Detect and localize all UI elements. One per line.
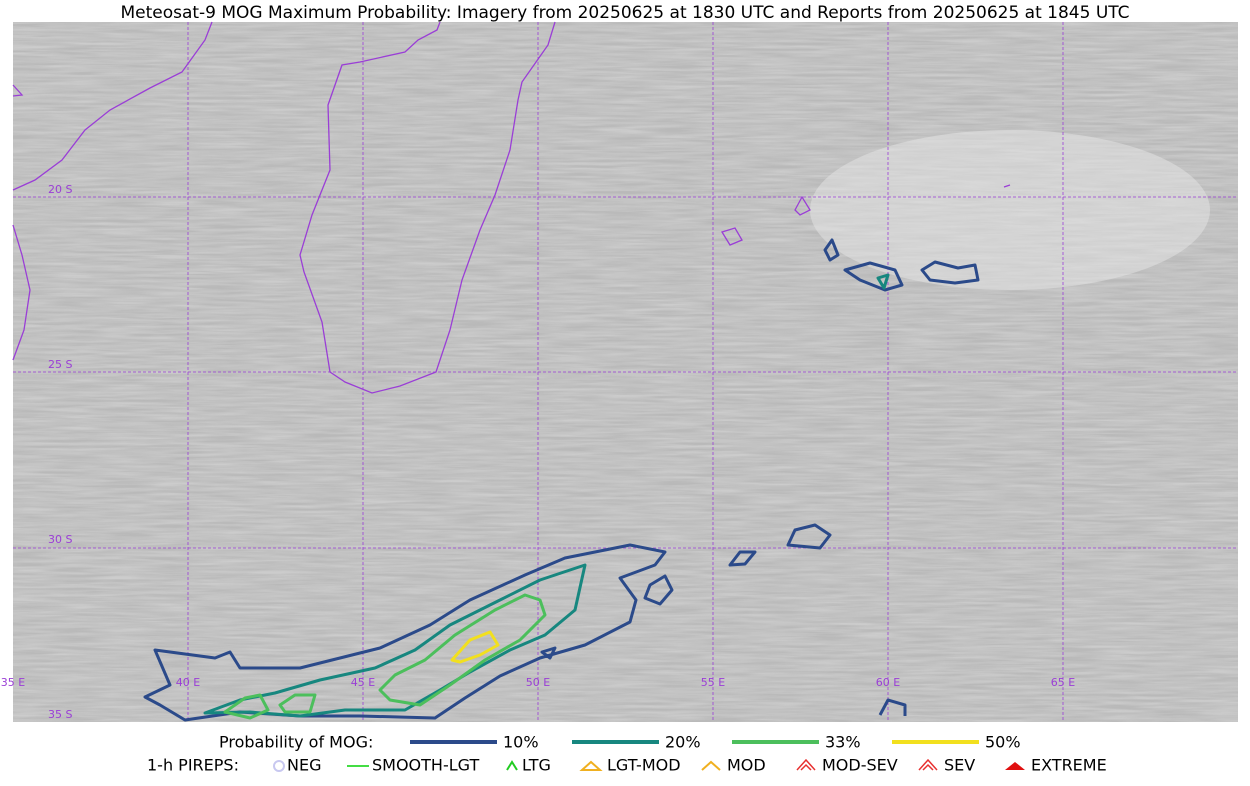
legend-label: LTG: [522, 756, 551, 775]
lon-label: 40 E: [176, 676, 200, 689]
grid-lines: [13, 22, 1238, 722]
lon-label: 55 E: [701, 676, 725, 689]
map: 20 S 25 S 30 S 35 S 35 E 40 E 45 E 50 E …: [1, 21, 1238, 722]
legend-label: MOD-SEV: [822, 756, 898, 775]
legend-label: 20%: [665, 733, 701, 752]
legend-title: Probability of MOG:: [219, 733, 373, 752]
lon-label: 60 E: [876, 676, 900, 689]
legend-icon: [1005, 762, 1025, 770]
lat-label: 35 S: [48, 708, 72, 721]
legend-icon: [273, 760, 285, 772]
contours: [143, 238, 980, 722]
legend-title: 1-h PIREPS:: [147, 756, 239, 775]
legend-label: SEV: [944, 756, 975, 775]
legend-label: 33%: [825, 733, 861, 752]
lon-label: 50 E: [526, 676, 550, 689]
contour-33: [223, 593, 547, 720]
madagascar: [299, 21, 556, 394]
islands: [721, 184, 1011, 246]
grid: [13, 22, 1238, 722]
legend-label: NEG: [287, 756, 321, 775]
legend-icon: [506, 760, 518, 771]
legend-label: 10%: [503, 733, 539, 752]
contour-10: [143, 238, 980, 722]
lat-label: 25 S: [48, 358, 72, 371]
legend-icon: [918, 758, 938, 771]
lat-label: 20 S: [48, 183, 72, 196]
contour-50: [450, 630, 500, 664]
legend-icon: [701, 760, 721, 771]
africa-coast: [12, 21, 213, 361]
legend-label: 50%: [985, 733, 1021, 752]
legend-icon: [579, 760, 603, 771]
legend-label: MOD: [727, 756, 766, 775]
legend-label: EXTREME: [1031, 756, 1107, 775]
lon-label: 45 E: [351, 676, 375, 689]
legend-icon: [796, 758, 816, 771]
lat-label: 30 S: [48, 533, 72, 546]
contour-20: [203, 273, 890, 718]
lon-label: 65 E: [1051, 676, 1075, 689]
legend-label: SMOOTH-LGT: [372, 756, 479, 775]
legend-label: LGT-MOD: [607, 756, 681, 775]
title: Meteosat-9 MOG Maximum Probability: Imag…: [120, 3, 1129, 23]
lon-labels: 35 E 40 E 45 E 50 E 55 E 60 E 65 E: [1, 676, 1075, 689]
lon-label: 35 E: [1, 676, 25, 689]
lat-labels: 20 S 25 S 30 S 35 S: [48, 183, 72, 721]
legend: Probability of MOG: 1-h PIREPS: 10% 20% 33…: [147, 733, 1107, 775]
cloud: [810, 130, 1210, 290]
